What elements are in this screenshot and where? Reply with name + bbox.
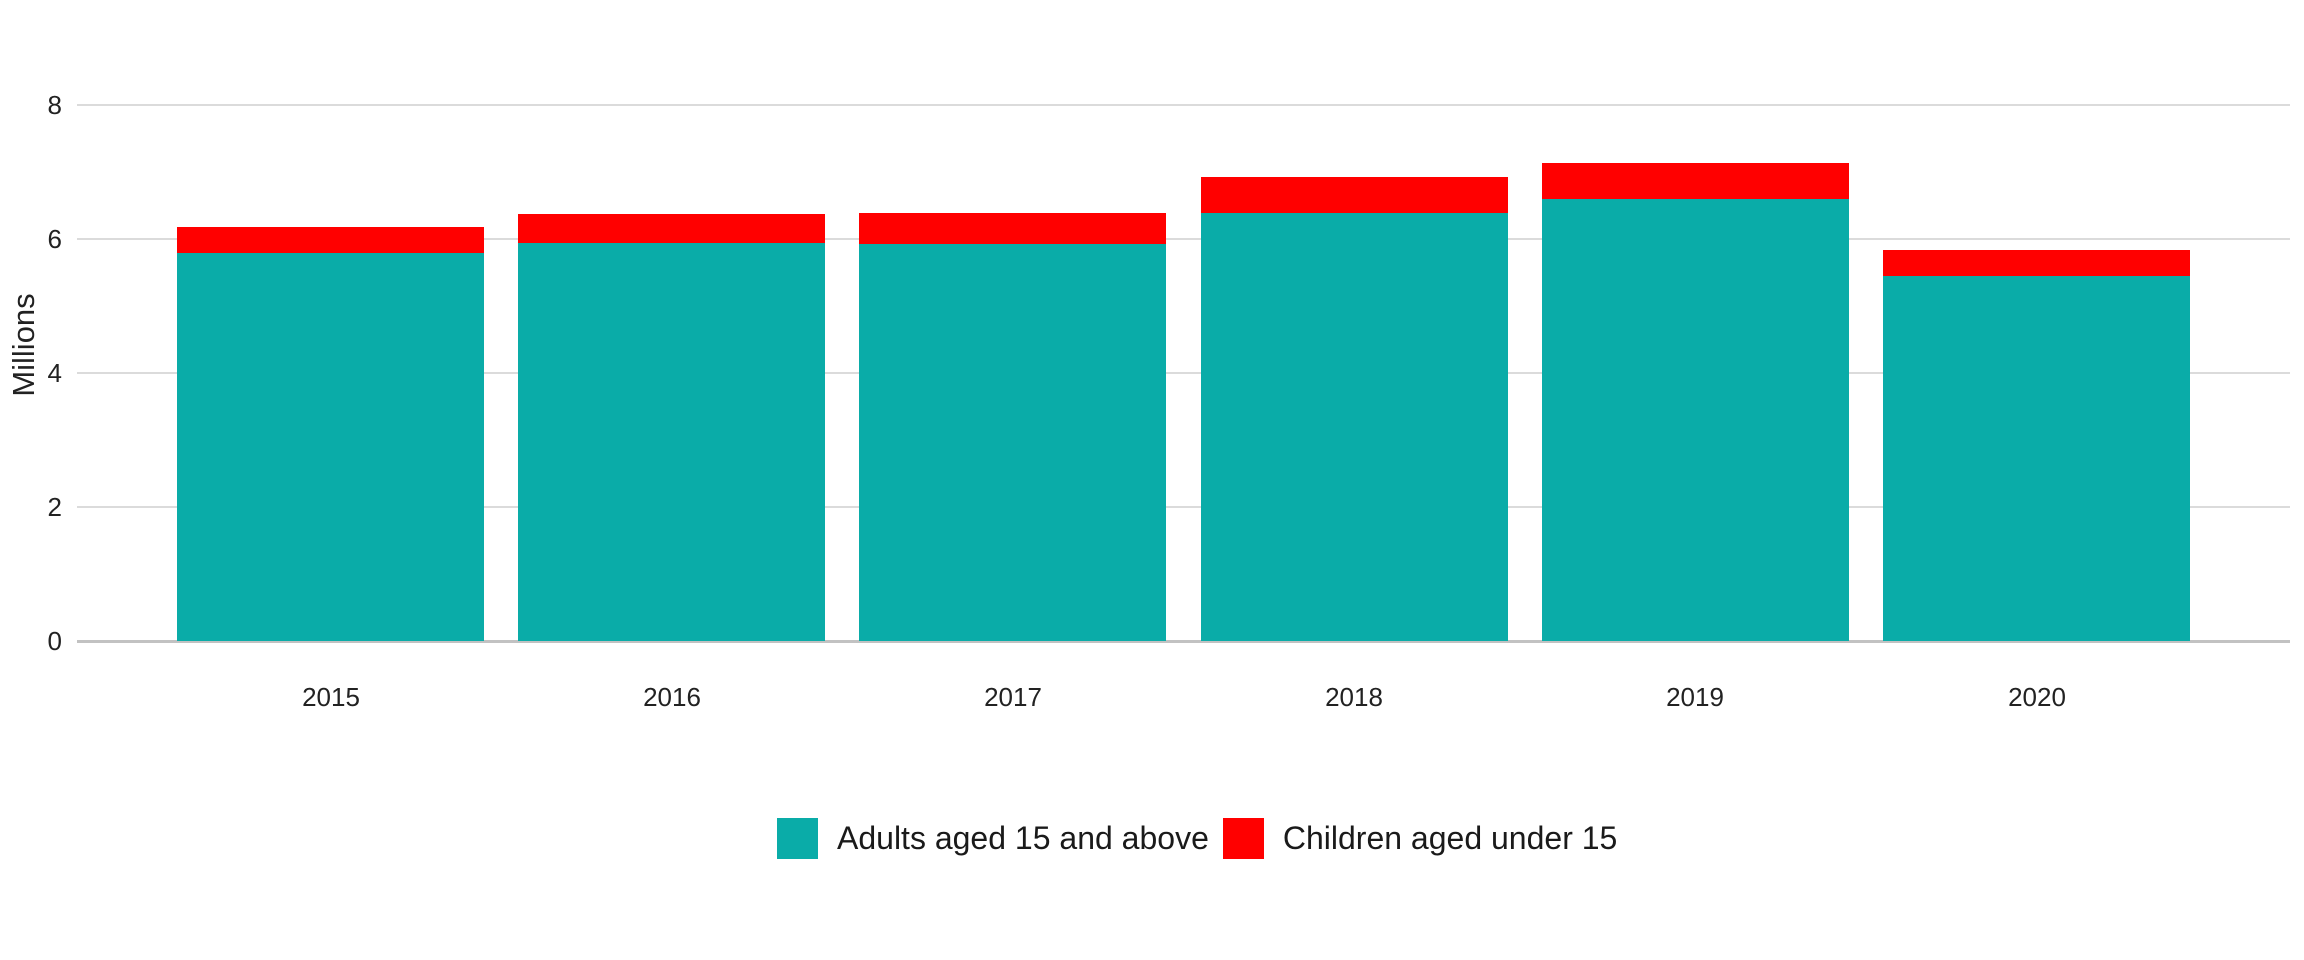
x-axis-zero-line <box>77 640 2290 643</box>
bar-segment[interactable] <box>1542 163 1849 199</box>
legend-item[interactable]: Adults aged 15 and above <box>777 818 1209 859</box>
bar-segment[interactable] <box>859 244 1166 641</box>
legend: Adults aged 15 and above Children aged un… <box>777 818 1617 859</box>
y-tick-label: 0 <box>47 626 62 656</box>
gridline <box>77 238 2290 240</box>
y-tick-label: 8 <box>47 90 62 120</box>
legend-swatch <box>777 818 818 859</box>
gridline <box>77 372 2290 374</box>
x-tick-label: 2018 <box>1325 682 1383 712</box>
bar-segment[interactable] <box>177 253 484 641</box>
bar-segment[interactable] <box>518 214 825 243</box>
legend-label: Children aged under 15 <box>1282 820 1618 856</box>
legend-label: Adults aged 15 and above <box>837 820 1209 856</box>
gridline <box>77 506 2290 508</box>
bar-segment[interactable] <box>1883 250 2190 276</box>
bar-segment[interactable] <box>859 213 1166 244</box>
x-tick-label: 2017 <box>984 682 1042 712</box>
legend-swatch <box>1222 818 1264 859</box>
bar-segment[interactable] <box>1201 177 1508 213</box>
x-tick-label: 2019 <box>1666 682 1724 712</box>
x-tick-label: 2015 <box>302 682 360 712</box>
y-tick-label: 4 <box>47 358 62 388</box>
bar-segment[interactable] <box>518 243 825 641</box>
legend-item[interactable]: Children aged under 15 <box>1222 818 1618 859</box>
bar-segment[interactable] <box>177 227 484 253</box>
y-tick-label: 6 <box>47 224 62 254</box>
x-tick-label: 2020 <box>2008 682 2066 712</box>
x-tick-label: 2016 <box>643 682 701 712</box>
bar-segment[interactable] <box>1883 276 2190 641</box>
bar-segment[interactable] <box>1201 213 1508 641</box>
y-tick-label: 2 <box>47 492 62 522</box>
gridline <box>77 104 2290 106</box>
bar-segment[interactable] <box>1542 198 1849 641</box>
